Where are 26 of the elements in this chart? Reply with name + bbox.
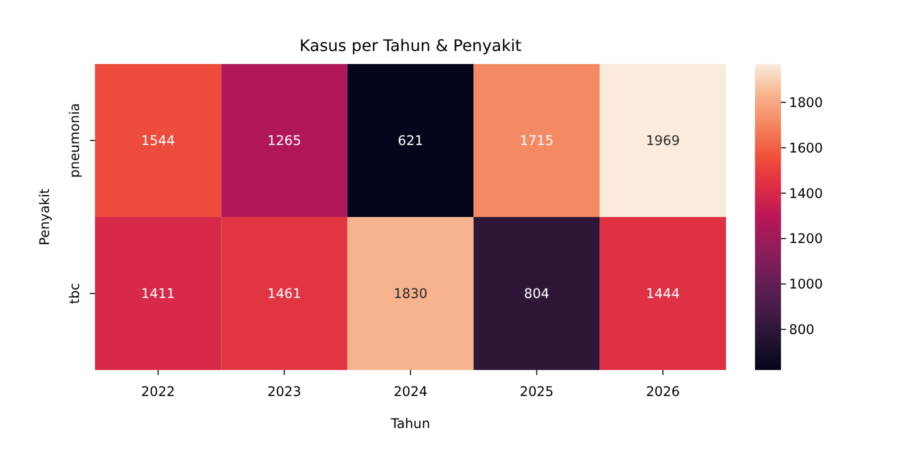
x-tick-label: 2024 bbox=[394, 385, 428, 400]
y-tick-label: tbc bbox=[68, 283, 83, 304]
chart-title: Kasus per Tahun & Penyakit bbox=[300, 36, 522, 55]
data-label: 1544 bbox=[141, 134, 176, 150]
y-axis-title: Penyakit bbox=[38, 188, 53, 246]
color-bar-label: 1000 bbox=[789, 278, 823, 293]
color-bar-label: 1400 bbox=[789, 186, 823, 202]
x-tick-label: 2026 bbox=[646, 385, 680, 400]
x-tick-label: 2025 bbox=[520, 385, 554, 400]
data-label: 1444 bbox=[646, 287, 680, 302]
data-label: 1969 bbox=[646, 134, 680, 150]
data-label: 1830 bbox=[394, 287, 428, 302]
y-tick-label: pneumonia bbox=[68, 103, 83, 178]
x-tick-label: 2023 bbox=[267, 385, 302, 400]
data-label: 621 bbox=[398, 134, 424, 150]
color-bar-label: 1800 bbox=[789, 96, 823, 112]
data-label: 1715 bbox=[520, 134, 554, 150]
x-axis-title: Tahun bbox=[390, 417, 430, 432]
data-label: 1265 bbox=[267, 134, 302, 150]
data-label: 804 bbox=[524, 287, 550, 302]
x-tick-label: 2022 bbox=[141, 385, 176, 400]
color-bar-label: 1600 bbox=[789, 141, 823, 156]
color-bar-label: 1200 bbox=[789, 232, 823, 248]
color-bar-label: 800 bbox=[789, 323, 814, 338]
data-label: 1461 bbox=[267, 287, 302, 302]
data-label: 1411 bbox=[141, 287, 176, 302]
